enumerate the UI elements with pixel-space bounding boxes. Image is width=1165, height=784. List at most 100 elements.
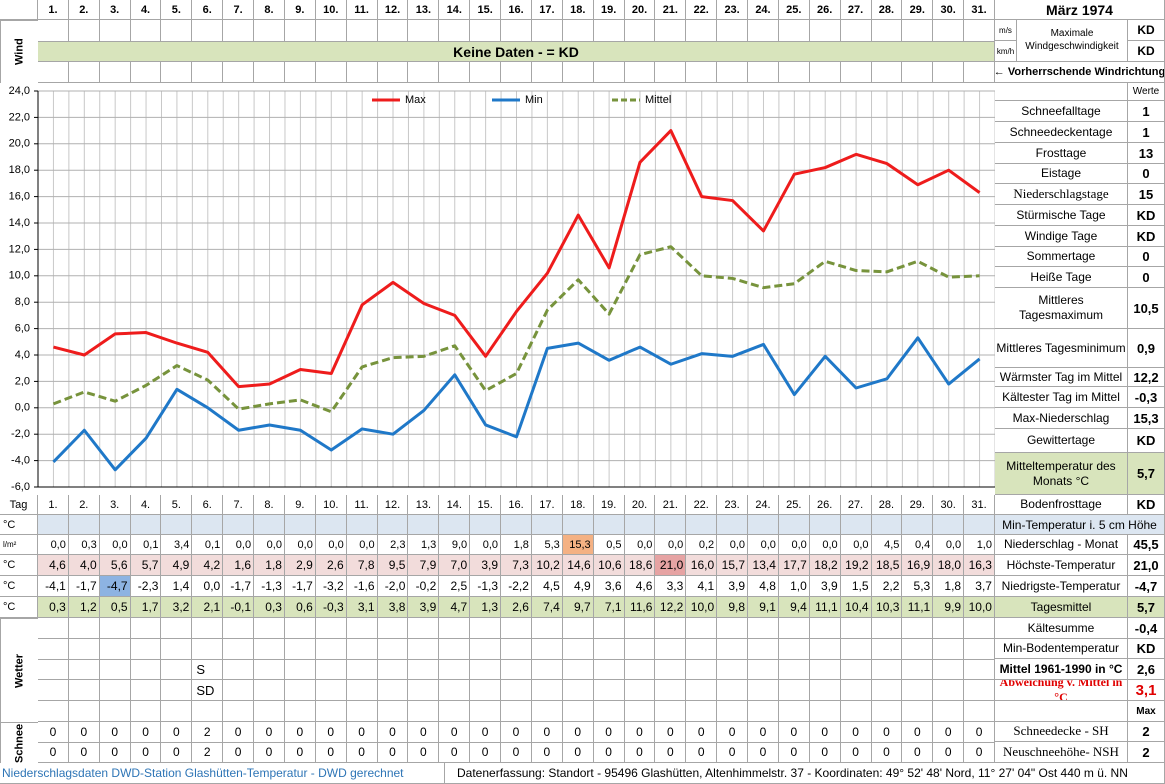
temperature-cell: -1,7: [284, 576, 316, 597]
precipitation-cell: 0,0: [315, 535, 347, 555]
blank-cell: [933, 515, 965, 535]
weather-cell: [68, 618, 100, 639]
weather-cell: [346, 680, 378, 702]
temperature-cell: 4,2: [192, 555, 224, 576]
temperature-cell: 4,8: [748, 576, 779, 597]
weather-cell: [593, 701, 625, 722]
wind-cell: [686, 62, 718, 83]
weather-cell: [470, 638, 502, 660]
summary-label: Gewittertage: [995, 429, 1128, 453]
weather-cell: [284, 701, 316, 722]
temperature-cell: 7,9: [408, 555, 440, 576]
blank-cell: [624, 515, 656, 535]
weather-cell: [809, 638, 841, 660]
day-header: 30.: [933, 0, 965, 20]
weather-cell: [748, 701, 779, 722]
y-tick-label: 10,0: [9, 270, 30, 282]
summary-value: 10,5: [1128, 288, 1165, 329]
precipitation-cell: 0,1: [192, 535, 224, 555]
temperature-cell: 1,3: [470, 597, 502, 618]
weather-cell: [531, 618, 563, 639]
temperature-cell: -3,2: [315, 576, 347, 597]
legend-label: Min: [525, 94, 543, 106]
wind-cell: [439, 62, 471, 83]
wind-cell: [408, 62, 440, 83]
day-header: 5.: [161, 0, 193, 20]
temperature-cell: 2,2: [871, 576, 903, 597]
weather-cell: [964, 659, 995, 681]
snow-cell: 0: [284, 742, 316, 763]
weather-cell: [902, 680, 934, 702]
day-cell: 21.: [655, 495, 687, 515]
wind-cell: [470, 20, 502, 42]
blank-cell: [778, 515, 810, 535]
snow-label: Schnee: [0, 722, 38, 763]
y-tick-label: 22,0: [9, 111, 30, 123]
precipitation-cell: 3,4: [161, 535, 193, 555]
weather-cell: [501, 701, 532, 722]
snow-cell: 0: [346, 742, 378, 763]
blank-cell: [964, 515, 995, 535]
snow-cell: 0: [531, 742, 563, 763]
snow-cell: 0: [655, 742, 687, 763]
temperature-cell: -1,3: [470, 576, 502, 597]
weather-cell: [593, 638, 625, 660]
weather-cell: [377, 638, 409, 660]
y-tick-label: 12,0: [9, 243, 30, 255]
weather-cell: [315, 618, 347, 639]
wind-cell: [933, 20, 965, 42]
temperature-cell: 9,4: [778, 597, 810, 618]
precipitation-cell: 0,1: [130, 535, 162, 555]
snow-cell: 0: [284, 722, 316, 743]
temperature-cell: 3,6: [593, 576, 625, 597]
summary-label: Mittleres Tagesminimum: [995, 329, 1128, 368]
summary-label: Mitteltemperatur des Monats °C: [995, 453, 1128, 495]
summary-value: 3,1: [1128, 680, 1165, 701]
weather-cell: [871, 638, 903, 660]
weather-cell: [562, 638, 594, 660]
blank-cell: [315, 515, 347, 535]
snow-cell: 0: [470, 722, 502, 743]
temperature-cell: 12,2: [655, 597, 687, 618]
day-header: 17.: [531, 0, 563, 20]
temperature-cell: 18,5: [871, 555, 903, 576]
unit-label: °C: [0, 597, 38, 618]
day-header: 14.: [439, 0, 471, 20]
wind-cell: [192, 62, 224, 83]
weather-cell: [99, 680, 131, 702]
temperature-cell: 16,0: [686, 555, 718, 576]
day-header: 26.: [809, 0, 841, 20]
weather-cell: [161, 680, 193, 702]
summary-header-blank: [995, 83, 1128, 101]
summary-value: 1: [1128, 101, 1165, 122]
wind-cell: [655, 20, 687, 42]
weather-cell: [501, 680, 532, 702]
day-cell: 28.: [871, 495, 903, 515]
temperature-cell: -2,3: [130, 576, 162, 597]
weather-cell: [840, 638, 872, 660]
blank-cell: [871, 515, 903, 535]
weather-cell: [161, 701, 193, 722]
weather-cell: [408, 659, 440, 681]
temperature-cell: 1,4: [161, 576, 193, 597]
snow-cell: 2: [192, 742, 224, 763]
wind-cell: [254, 62, 285, 83]
blank-cell: [809, 515, 841, 535]
weather-cell: [593, 659, 625, 681]
unit-label: °C: [0, 555, 38, 576]
snow-cell: 0: [161, 722, 193, 743]
day-header: 3.: [99, 0, 131, 20]
wind-cell: [439, 20, 471, 42]
footer-right: Datenerfassung: Standort - 95496 Glashüt…: [445, 763, 1165, 784]
summary-label: Niederschlagstage: [995, 184, 1128, 205]
temperature-cell: 1,0: [778, 576, 810, 597]
weather-cell: [964, 701, 995, 722]
weather-cell: [130, 638, 162, 660]
day-cell: 7.: [223, 495, 255, 515]
weather-cell: [840, 701, 872, 722]
weather-cell: [99, 618, 131, 639]
blank-cell: [192, 515, 224, 535]
temperature-cell: 10,0: [964, 597, 995, 618]
precipitation-cell: 1,8: [501, 535, 532, 555]
